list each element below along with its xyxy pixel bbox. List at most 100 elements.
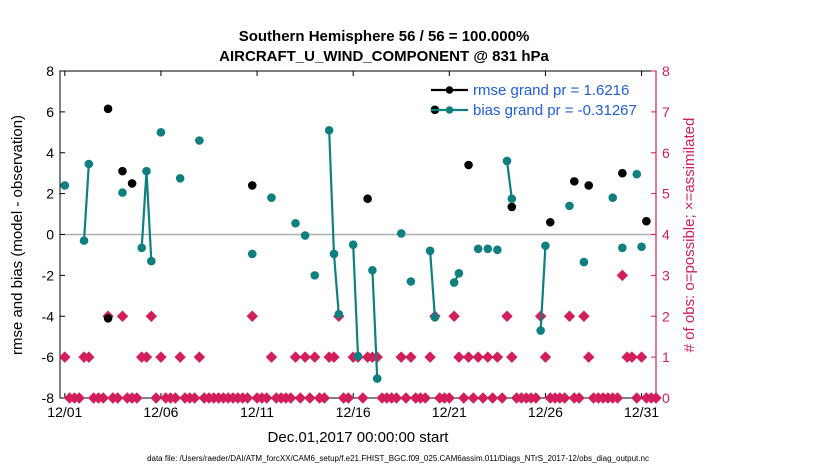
y-tick-label: 4: [46, 145, 54, 161]
legend-entry: rmse grand pr = 1.6216: [473, 82, 629, 99]
obs-count-marker: [631, 392, 643, 404]
bias-point: [142, 166, 151, 176]
obs-count-marker: [573, 392, 585, 404]
bias-line: [328, 130, 340, 315]
bias-line: [82, 163, 90, 241]
x-tick-label: 12/21: [432, 404, 467, 420]
bias-point: [175, 173, 185, 183]
bias-point: [473, 244, 483, 254]
obs-count-marker: [155, 351, 167, 363]
bias-point: [396, 229, 406, 238]
bias-point: [449, 278, 459, 287]
obs-count-marker: [241, 392, 254, 404]
y-right-tick-label: 5: [662, 186, 670, 202]
bias-line: [505, 160, 513, 199]
rmse-point: [363, 194, 372, 204]
obs-count-marker: [472, 351, 484, 363]
bias-point: [507, 194, 517, 204]
bias-line: [428, 250, 437, 318]
obs-count-marker: [169, 392, 182, 404]
bias-point: [247, 249, 257, 259]
obs-count-marker: [650, 392, 662, 404]
bias-line: [371, 270, 379, 379]
obs-count-marker: [150, 392, 162, 404]
x-tick-label: 12/16: [336, 404, 371, 420]
obs-count-marker: [318, 392, 331, 404]
y-right-tick-label: 6: [662, 145, 670, 161]
bias-point: [536, 326, 545, 335]
obs-count-marker: [285, 392, 297, 404]
bias-point: [84, 159, 94, 169]
y-tick-label: 8: [46, 63, 54, 79]
data-file-footnote: data file: /Users/raeder/DAI/ATM_forcXX/…: [147, 454, 649, 463]
bias-point: [483, 244, 493, 254]
bias-point: [310, 271, 320, 280]
bias-point: [425, 246, 435, 256]
rmse-point: [127, 179, 137, 188]
bias-point: [618, 243, 627, 253]
bias-point: [195, 136, 204, 145]
x-tick-label: 12/26: [528, 404, 563, 420]
x-tick-label: 12/01: [47, 404, 82, 420]
legend-marker: [445, 106, 454, 114]
obs-count-marker: [501, 310, 513, 322]
x-axis-label: Dec.01,2017 00:00:00 start: [268, 429, 450, 446]
obs-count-marker: [486, 392, 499, 404]
plot-area: -8 -6 -4 -2 0 2 4 6 8 0 1 2 3 4 5 6 7 8 12/01 12/06 12/11 12/…: [42, 63, 670, 420]
bias-point: [502, 156, 512, 166]
bias-point: [565, 201, 574, 211]
y-tick-label: 0: [46, 227, 54, 243]
obs-count-marker: [111, 392, 124, 404]
chart-title: Southern Hemisphere 56 / 56 = 100.000%: [239, 28, 530, 45]
obs-count-marker: [482, 351, 494, 363]
rmse-point: [642, 216, 651, 226]
y-axis-label: rmse and bias (model - observation): [9, 115, 26, 355]
obs-count-marker: [260, 392, 273, 404]
y-tick-label: -6: [42, 349, 55, 365]
bias-point: [79, 236, 89, 245]
obs-count-marker: [309, 351, 321, 363]
bias-point: [118, 188, 127, 197]
obs-count-marker: [116, 310, 129, 322]
obs-count-marker: [539, 351, 552, 363]
y-right-tick-label: 4: [662, 227, 670, 243]
bias-point: [267, 193, 276, 203]
bias-point: [137, 243, 147, 253]
obs-count-marker: [419, 392, 431, 404]
bias-point: [454, 269, 464, 278]
bias-point: [579, 257, 589, 267]
obs-count-marker: [424, 351, 436, 363]
bias-point: [147, 256, 156, 266]
bias-line: [352, 244, 360, 357]
obs-count-marker: [477, 392, 489, 404]
bias-point: [353, 351, 363, 361]
bias-point: [368, 265, 377, 275]
obs-count-marker: [73, 392, 85, 404]
x-tick-label: 12/11: [240, 404, 274, 420]
bias-point: [60, 181, 70, 190]
y-tick-label: 6: [46, 104, 54, 120]
bias-point: [324, 125, 334, 135]
obs-count-marker: [246, 310, 258, 322]
rmse-point: [507, 202, 517, 212]
rmse-point: [584, 181, 594, 190]
rmse-point: [247, 181, 257, 190]
bias-point: [156, 128, 166, 137]
bias-point: [334, 309, 344, 319]
obs-count-marker: [400, 392, 412, 404]
y-tick-label: -2: [42, 267, 55, 283]
bias-line: [539, 245, 547, 331]
y-tick-label: 2: [46, 186, 54, 202]
x-tick-label: 12/06: [143, 404, 178, 420]
obs-count-marker: [83, 351, 95, 363]
obs-count-marker: [558, 392, 571, 404]
obs-count-marker: [506, 351, 518, 363]
obs-count-marker: [265, 351, 278, 363]
bias-point: [300, 231, 310, 240]
obs-count-marker: [616, 269, 629, 282]
obs-count-marker: [188, 392, 201, 404]
obs-count-marker: [458, 392, 470, 404]
bias-point: [541, 241, 550, 251]
bias-point: [430, 312, 440, 322]
y-tick-label: -4: [42, 308, 55, 324]
